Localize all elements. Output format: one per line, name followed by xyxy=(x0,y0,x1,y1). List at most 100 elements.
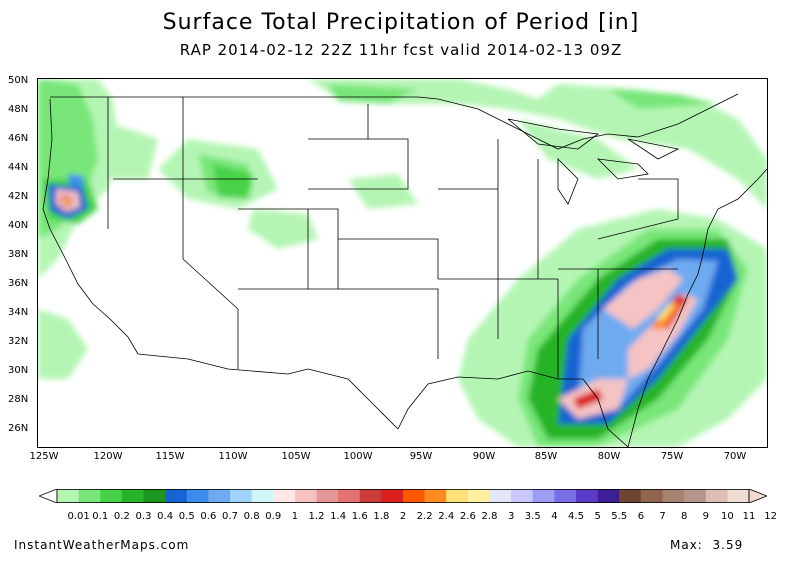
legend-swatch xyxy=(705,489,728,503)
legend-swatch xyxy=(230,489,252,503)
legend-swatch xyxy=(273,489,296,503)
lat-label: 30N xyxy=(8,365,29,376)
legend-swatch xyxy=(467,489,490,503)
legend-label: 0.01 xyxy=(67,511,90,522)
legend-swatch xyxy=(57,489,79,503)
border-canada xyxy=(50,93,739,150)
precip-area-pink xyxy=(603,269,683,329)
legend-label: 0.4 xyxy=(157,511,174,522)
legend-label: 9 xyxy=(702,511,709,522)
precip-area-lightgreen xyxy=(248,209,318,249)
lon-label: 100W xyxy=(343,451,373,462)
legend-swatch xyxy=(121,489,144,503)
precipitation-map xyxy=(37,78,768,448)
legend-label: 5 xyxy=(594,511,601,522)
legend-swatch xyxy=(186,489,209,503)
precip-area-blue xyxy=(68,174,83,187)
legend-swatch xyxy=(619,489,642,503)
legend-swatch xyxy=(576,489,598,503)
great-lakes xyxy=(507,118,680,205)
coastline-east xyxy=(627,168,767,447)
max-number: 3.59 xyxy=(712,538,744,552)
lon-label: 95W xyxy=(409,451,433,462)
legend-swatch xyxy=(446,489,469,503)
precip-area-lightgreen xyxy=(348,174,418,209)
legend-arrow-right xyxy=(748,489,767,503)
legend-label: 4.5 xyxy=(568,511,584,522)
legend-label: 3 xyxy=(507,511,515,522)
legend-label: 0.9 xyxy=(265,511,282,522)
precip-area-green xyxy=(608,89,718,109)
lon-label: 85W xyxy=(534,451,558,462)
legend-label: 0.6 xyxy=(200,511,217,522)
precip-area-pink xyxy=(628,294,698,379)
legend-swatch xyxy=(597,489,620,503)
legend-label: 1.8 xyxy=(373,511,390,522)
lat-label: 48N xyxy=(8,104,29,115)
legend-swatch xyxy=(684,489,707,503)
precip-area-yellow xyxy=(63,199,69,204)
site-credit: InstantWeatherMaps.com xyxy=(14,538,190,552)
legend-label: 0.7 xyxy=(222,511,238,522)
lat-label: 46N xyxy=(8,133,29,144)
legend-label: 1 xyxy=(291,511,299,522)
legend-border xyxy=(56,489,750,503)
lon-label: 115W xyxy=(155,451,185,462)
map-svg xyxy=(38,79,767,447)
coastline-gulf xyxy=(397,370,629,447)
lon-label: 70W xyxy=(723,451,747,462)
legend-label: 7 xyxy=(659,511,666,522)
legend-swatch xyxy=(165,489,188,503)
precip-area-lightgreen xyxy=(38,309,88,379)
map-title: Surface Total Precipitation of Period [i… xyxy=(162,10,640,35)
lat-label: 28N xyxy=(8,394,29,405)
legend-swatch xyxy=(359,489,382,503)
legend-label: 10 xyxy=(721,511,734,522)
boundaries xyxy=(42,93,767,447)
lat-label: 36N xyxy=(8,278,29,289)
legend-label: 0.3 xyxy=(135,511,152,522)
legend-swatch xyxy=(381,489,404,503)
legend-label: 0.5 xyxy=(178,511,195,522)
legend-swatch xyxy=(78,489,101,503)
precip-area-lightgreen xyxy=(308,79,767,209)
lon-label: 90W xyxy=(472,451,496,462)
coastline-west xyxy=(42,98,139,355)
legend-swatch xyxy=(424,489,447,503)
legend-label: 1.2 xyxy=(308,511,325,522)
lat-label: 34N xyxy=(8,307,29,318)
legend-label: 0.2 xyxy=(113,511,130,522)
precip-area-green xyxy=(328,84,418,104)
lat-label: 42N xyxy=(8,191,29,202)
legend-label: 2.4 xyxy=(438,511,455,522)
lat-label: 26N xyxy=(8,423,29,434)
legend-arrow-left xyxy=(39,489,58,503)
legend-label: 1.4 xyxy=(330,511,347,522)
legend-swatch xyxy=(338,489,361,503)
legend-swatch xyxy=(489,489,512,503)
legend-swatch xyxy=(554,489,577,503)
legend-label: 2 xyxy=(399,511,407,522)
lon-label: 80W xyxy=(597,451,621,462)
legend-swatch xyxy=(100,489,123,503)
legend-swatch xyxy=(403,489,425,503)
legend-label: 4 xyxy=(551,511,558,522)
legend-label: 5.5 xyxy=(611,511,628,522)
legend-label: 6 xyxy=(637,511,645,522)
legend-swatch xyxy=(532,489,555,503)
lon-label: 105W xyxy=(281,451,311,462)
legend-label: 1.6 xyxy=(351,511,368,522)
legend-swatch xyxy=(316,489,339,503)
precip-area-lightgreen xyxy=(98,119,158,179)
legend-label: 3.5 xyxy=(524,511,541,522)
legend-swatch xyxy=(251,489,274,503)
lat-label: 50N xyxy=(8,75,29,86)
map-subtitle: RAP 2014-02-12 22Z 11hr fcst valid 2014-… xyxy=(179,41,623,59)
legend-swatch xyxy=(662,489,685,503)
max-label: Max: xyxy=(670,538,703,552)
legend-swatch xyxy=(727,489,750,503)
border-mexico xyxy=(137,353,399,430)
lon-label: 110W xyxy=(218,451,248,462)
legend-swatch xyxy=(640,489,663,503)
legend-label: 0.8 xyxy=(243,511,260,522)
